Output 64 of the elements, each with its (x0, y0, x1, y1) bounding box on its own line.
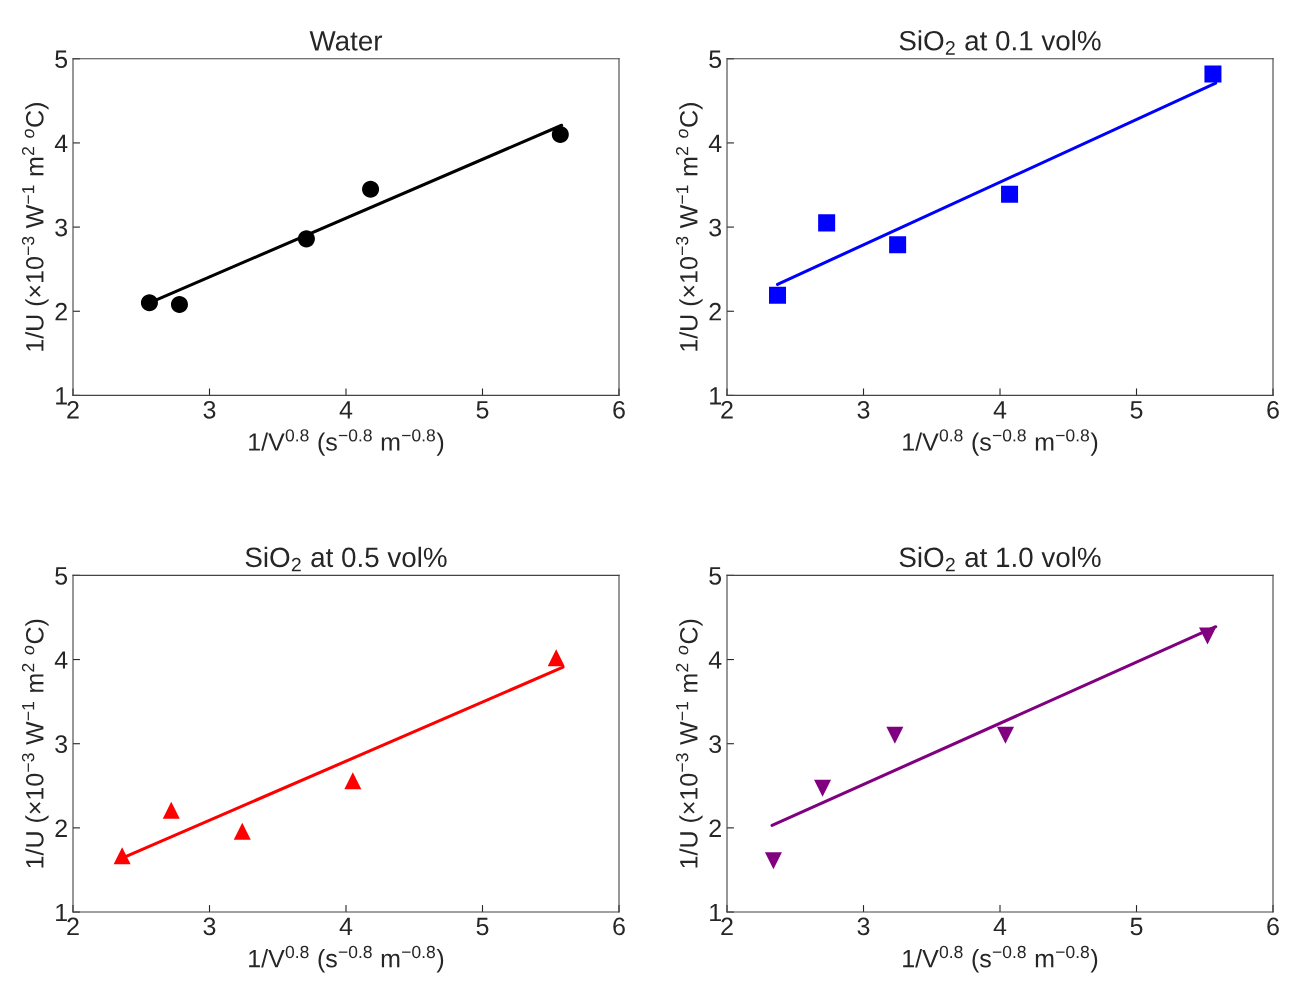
y-axis-title: 1/U (×10$^{−3}$ W$^{−1}$ m$^{2 o}$C) (675, 619, 703, 868)
chart-title: SiO$_{2}$ at 0.1 vol% (899, 30, 1101, 55)
y-tick-label: 5 (55, 567, 68, 585)
point (814, 779, 832, 797)
y-tick-label: 2 (55, 819, 67, 837)
y-tick-label: 1 (56, 903, 67, 922)
point (344, 772, 362, 790)
y-tick-label: 4 (708, 134, 722, 152)
point (233, 822, 251, 840)
point (551, 126, 569, 144)
y-tick-label: 3 (55, 735, 68, 754)
x-tick-label: 3 (857, 400, 870, 419)
y-tick-label: 5 (55, 50, 68, 69)
point (818, 214, 836, 232)
chart-title: SiO$_{2}$ at 0.5 vol% (245, 546, 447, 572)
point (1204, 65, 1222, 83)
point (162, 801, 180, 819)
x-tick-label: 6 (1267, 400, 1279, 419)
chart-title: Water (309, 31, 383, 51)
chart-title: SiO$_{2}$ at 1.0 vol% (899, 546, 1101, 572)
x-axis-title: 1/V$^{0.8}$ (s$^{−0.8}$ m$^{−0.8}$) (903, 429, 1098, 456)
y-tick-label: 5 (709, 567, 722, 585)
point (996, 726, 1014, 744)
point (362, 180, 380, 198)
x-tick-label: 5 (1130, 401, 1143, 419)
x-tick-label: 4 (339, 401, 353, 419)
y-tick-label: 1 (710, 387, 721, 405)
y-axis-title: 1/U (×10$^{−3}$ W$^{−1}$ m$^{2 o}$C) (675, 103, 703, 351)
y-tick-label: 2 (55, 302, 67, 321)
y-tick-label: 4 (54, 134, 68, 152)
point (1001, 185, 1019, 203)
x-tick-label: 3 (203, 917, 216, 936)
y-tick-label: 1 (56, 387, 67, 405)
x-tick-label: 4 (993, 917, 1007, 936)
x-tick-label: 5 (476, 917, 489, 936)
x-tick-label: 4 (339, 917, 353, 936)
x-tick-label: 6 (613, 917, 625, 936)
x-tick-label: 5 (476, 401, 489, 419)
x-axis-title: 1/V$^{0.8}$ (s$^{−0.8}$ m$^{−0.8}$) (903, 945, 1098, 973)
y-tick-label: 3 (55, 218, 68, 237)
point (889, 236, 907, 254)
x-tick-label: 5 (1130, 917, 1143, 936)
y-axis-title: 1/U (×10$^{−3}$ W$^{−1}$ m$^{2 o}$C) (21, 619, 49, 868)
x-axis-title: 1/V$^{0.8}$ (s$^{−0.8}$ m$^{−0.8}$) (249, 945, 444, 973)
y-tick-label: 2 (709, 819, 721, 837)
y-tick-label: 3 (709, 735, 722, 754)
x-tick-label: 6 (613, 400, 625, 419)
x-tick-label: 3 (203, 400, 216, 419)
y-axis-title: 1/U (×10$^{−3}$ W$^{−1}$ m$^{2 o}$C) (21, 103, 49, 351)
x-axis-title: 1/V$^{0.8}$ (s$^{−0.8}$ m$^{−0.8}$) (249, 429, 444, 456)
x-tick-label: 4 (993, 401, 1007, 419)
y-tick-label: 2 (709, 302, 721, 321)
y-tick-label: 1 (710, 903, 721, 922)
point (886, 726, 904, 744)
point (170, 296, 188, 314)
y-tick-label: 5 (709, 50, 722, 69)
x-tick-label: 6 (1267, 917, 1279, 936)
x-tick-label: 3 (857, 917, 870, 936)
point (764, 852, 782, 870)
point (547, 649, 565, 667)
y-tick-label: 4 (708, 651, 722, 669)
y-tick-label: 3 (709, 218, 722, 237)
point (769, 286, 787, 304)
y-tick-label: 4 (54, 651, 68, 669)
